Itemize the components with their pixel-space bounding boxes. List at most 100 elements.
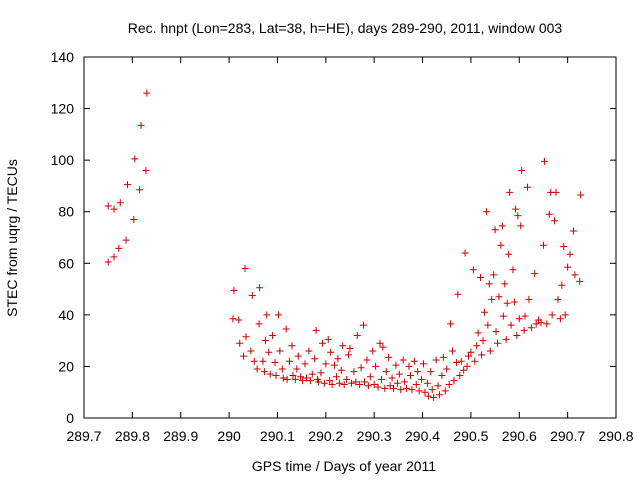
- data-point: [331, 361, 339, 369]
- x-tick-label: 290.4: [405, 428, 440, 444]
- data-point: [435, 391, 443, 399]
- data-point: [439, 353, 447, 361]
- data-point: [537, 319, 545, 327]
- data-point: [282, 325, 290, 333]
- data-point: [345, 351, 353, 359]
- data-point: [230, 286, 238, 294]
- data-point: [248, 292, 256, 300]
- plot-frame: [83, 56, 617, 419]
- data-point: [515, 315, 523, 323]
- data-point: [288, 342, 296, 350]
- data-point: [403, 384, 411, 392]
- plot-border: [83, 56, 617, 419]
- data-point: [379, 343, 387, 351]
- data-point: [247, 347, 255, 355]
- data-point: [514, 212, 522, 220]
- data-point: [253, 365, 261, 373]
- data-point: [370, 380, 378, 388]
- data-point: [293, 365, 301, 373]
- data-point: [136, 186, 144, 194]
- data-point: [511, 205, 519, 213]
- data-point: [382, 368, 390, 376]
- y-tick-label: 80: [58, 204, 74, 220]
- data-point: [473, 342, 481, 350]
- data-point: [301, 360, 309, 368]
- data-point: [334, 355, 342, 363]
- data-point: [450, 377, 458, 385]
- data-point: [110, 253, 118, 261]
- data-point: [517, 222, 525, 230]
- data-point: [488, 295, 496, 303]
- data-point: [490, 271, 498, 279]
- data-point: [305, 347, 313, 355]
- data-point: [412, 380, 420, 388]
- data-point: [527, 324, 535, 332]
- data-point: [395, 370, 403, 378]
- y-tick-label: 0: [66, 410, 74, 426]
- x-tick-label: 290.1: [260, 428, 295, 444]
- data-point: [392, 361, 400, 369]
- data-point: [332, 373, 340, 381]
- data-point: [424, 392, 432, 400]
- data-point: [352, 378, 360, 386]
- data-point: [115, 244, 123, 252]
- data-point: [131, 155, 139, 163]
- data-point: [577, 191, 585, 199]
- data-point: [564, 263, 572, 271]
- data-point: [551, 217, 559, 225]
- data-point: [272, 371, 280, 379]
- data-point: [283, 375, 291, 383]
- x-axis: 289.7 289.8 289.9 290 290.1 290.2 290.3 290.4 29…: [66, 57, 634, 444]
- data-point: [421, 388, 429, 396]
- data-point: [363, 356, 371, 364]
- data-point: [276, 347, 284, 355]
- data-point: [397, 386, 405, 394]
- data-point: [410, 357, 418, 365]
- data-point: [457, 357, 465, 365]
- data-point: [263, 311, 271, 319]
- data-point: [240, 352, 248, 360]
- data-point: [494, 339, 502, 347]
- data-point: [497, 241, 505, 249]
- data-point: [445, 380, 453, 388]
- data-point: [554, 295, 562, 303]
- data-point: [388, 374, 396, 382]
- data-point: [297, 373, 305, 381]
- data-point: [279, 374, 287, 382]
- y-tick-label: 60: [58, 255, 74, 271]
- data-point: [495, 293, 503, 301]
- data-point: [428, 386, 436, 394]
- data-point: [299, 377, 307, 385]
- data-point: [447, 320, 455, 328]
- data-point: [434, 382, 442, 390]
- data-point: [364, 382, 372, 390]
- data-point: [242, 333, 250, 341]
- data-point: [405, 362, 413, 370]
- data-point: [531, 270, 539, 278]
- data-point: [377, 375, 385, 383]
- data-point: [558, 281, 566, 289]
- data-point: [441, 387, 449, 395]
- data-point: [576, 277, 584, 285]
- data-point: [509, 266, 517, 274]
- data-point: [116, 199, 124, 207]
- data-point: [274, 311, 282, 319]
- data-point: [486, 347, 494, 355]
- x-tick-label: 290.3: [357, 428, 392, 444]
- data-point: [438, 371, 446, 379]
- data-point: [104, 258, 112, 266]
- chart-title: Rec. hnpt (Lon=283, Lat=38, h=HE), days …: [128, 20, 563, 36]
- data-point: [104, 202, 112, 210]
- data-point: [322, 360, 330, 368]
- data-point: [566, 250, 574, 258]
- data-point: [427, 368, 435, 376]
- data-point: [474, 329, 482, 337]
- data-point: [571, 271, 579, 279]
- data-point: [510, 298, 518, 306]
- y-axis-label: STEC from uqrg / TECUs: [4, 159, 20, 317]
- data-point: [235, 316, 243, 324]
- data-point: [353, 331, 361, 339]
- data-point: [454, 290, 462, 298]
- data-point: [346, 344, 354, 352]
